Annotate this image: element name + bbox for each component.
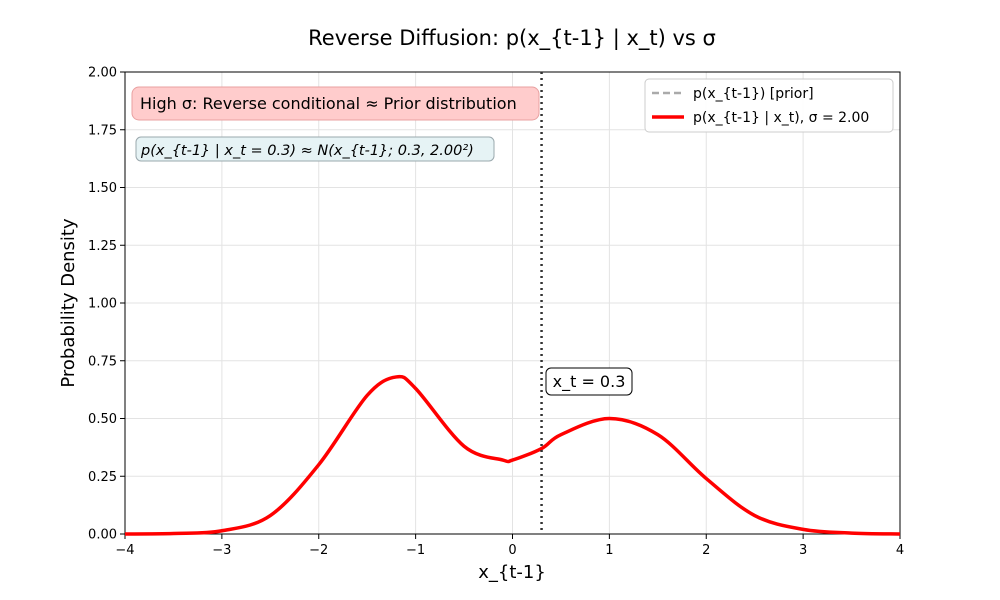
y-tick-label: 0.50 bbox=[88, 412, 117, 427]
y-tick-label: 0.75 bbox=[88, 354, 117, 369]
x-tick-label: 4 bbox=[896, 543, 904, 558]
x-tick-label: 3 bbox=[799, 543, 807, 558]
x-tick-label: 0 bbox=[508, 543, 516, 558]
high-sigma-annotation: High σ: Reverse conditional ≈ Prior dist… bbox=[131, 86, 540, 121]
x-tick-label: −4 bbox=[115, 543, 134, 558]
x-tick-label: −3 bbox=[212, 543, 231, 558]
x-tick-label: −2 bbox=[309, 543, 328, 558]
series-group bbox=[124, 374, 901, 536]
y-tick-label: 1.50 bbox=[88, 181, 117, 196]
legend: p(x_{t-1}) [prior] p(x_{t-1} | x_t), σ =… bbox=[644, 78, 894, 133]
y-tick-label: 0.00 bbox=[88, 528, 117, 543]
formula-annotation: p(x_{t-1} | x_t = 0.3) ≈ N(x_{t-1}; 0.3,… bbox=[135, 136, 495, 162]
chart-title: Reverse Diffusion: p(x_{t-1} | x_t) vs σ bbox=[308, 26, 716, 51]
y-tick-label: 0.25 bbox=[88, 470, 117, 485]
series-line-conditional bbox=[124, 374, 901, 536]
x-axis: −4 −3 −2 −1 0 1 2 3 4 bbox=[115, 534, 904, 558]
y-tick-label: 1.75 bbox=[88, 123, 117, 138]
x-tick-label: 1 bbox=[605, 543, 613, 558]
xt-label: x_t = 0.3 bbox=[553, 372, 626, 392]
y-axis-label: Probability Density bbox=[58, 218, 79, 388]
x-tick-label: 2 bbox=[702, 543, 710, 558]
x-axis-label: x_{t-1} bbox=[478, 562, 546, 583]
high-sigma-text: High σ: Reverse conditional ≈ Prior dist… bbox=[140, 94, 517, 113]
y-tick-label: 2.00 bbox=[88, 66, 117, 81]
y-tick-label: 1.25 bbox=[88, 239, 117, 254]
legend-conditional-label: p(x_{t-1} | x_t), σ = 2.00 bbox=[693, 110, 869, 126]
y-tick-label: 1.00 bbox=[88, 297, 117, 312]
y-axis: 0.00 0.25 0.50 0.75 1.00 1.25 1.50 1.75 2.00 bbox=[88, 66, 125, 543]
x-tick-label: −1 bbox=[406, 543, 425, 558]
xt-label-box: x_t = 0.3 bbox=[545, 367, 633, 396]
formula-text: p(x_{t-1} | x_t = 0.3) ≈ N(x_{t-1}; 0.3,… bbox=[140, 143, 474, 159]
legend-prior-label: p(x_{t-1}) [prior] bbox=[693, 86, 814, 102]
